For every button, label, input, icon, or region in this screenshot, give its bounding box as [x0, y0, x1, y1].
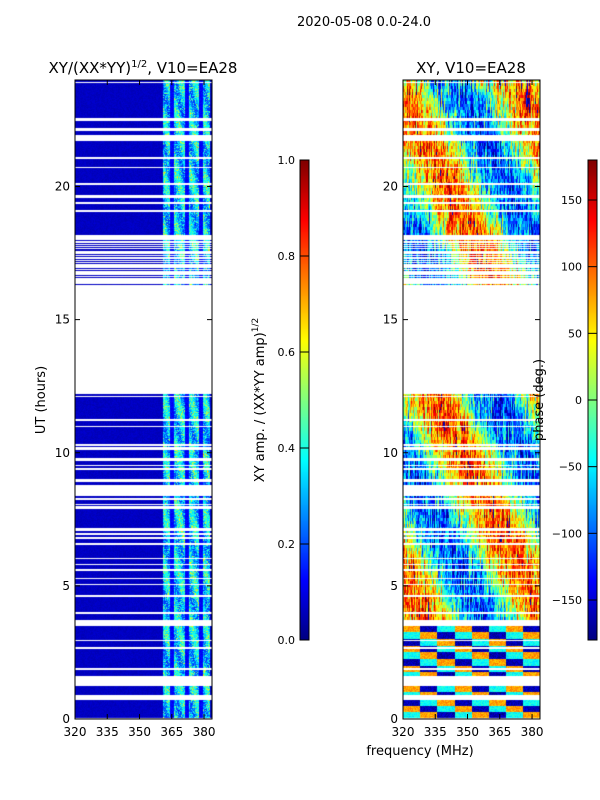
x-tick-label: 380: [193, 725, 216, 739]
y-tick-label: 5: [390, 579, 398, 593]
x-tick-label: 335: [96, 725, 119, 739]
colorbar-tick-label: 0: [575, 394, 582, 407]
y-tick-label: 20: [55, 180, 70, 194]
x-tick-label: 350: [456, 725, 479, 739]
x-tick-label: 320: [392, 725, 415, 739]
colorbar-tick-label: 1.0: [278, 154, 296, 167]
plot-frame: [402, 79, 541, 720]
colorbar-tick-label: 0.6: [278, 346, 296, 359]
x-tick-label: 320: [64, 725, 87, 739]
x-tick-label: 365: [160, 725, 183, 739]
colorbar-tick-label: −50: [559, 461, 582, 474]
colorbar-tick-label: 150: [561, 194, 582, 207]
right-plot-title: XY, V10=EA28: [416, 59, 526, 77]
x-tick-label: 380: [521, 725, 544, 739]
colorbar-tick-label: −100: [552, 527, 582, 540]
colorbar-tick-label: 0.8: [278, 250, 296, 263]
x-axis-label: frequency (MHz): [366, 744, 473, 759]
colorbar-tick-label: 0.0: [278, 634, 296, 647]
y-tick-label: 10: [55, 446, 70, 460]
amplitude-colorbar: [300, 160, 309, 640]
y-tick-label: 5: [62, 579, 70, 593]
y-tick-label: 0: [390, 712, 398, 726]
left-plot-title: XY/(XX*YY)1/2, V10=EA28: [49, 59, 238, 77]
colorbar-tick-label: 50: [568, 327, 582, 340]
x-tick-label: 335: [424, 725, 447, 739]
phase-heatmap: [403, 80, 540, 719]
colorbar-tick-label: 0.4: [278, 442, 296, 455]
y-tick-label: 15: [55, 313, 70, 327]
x-tick-label: 350: [128, 725, 151, 739]
x-tick-label: 365: [488, 725, 511, 739]
y-tick-label: 20: [383, 180, 398, 194]
amplitude-colorbar-label: XY amp. / (XX*YY amp)1/2: [251, 318, 268, 482]
colorbar-tick-label: 100: [561, 261, 582, 274]
y-tick-label: 15: [383, 313, 398, 327]
suptitle: 2020-05-08 0.0-24.0: [297, 15, 431, 30]
y-axis-label: UT (hours): [34, 366, 49, 434]
y-tick-label: 0: [62, 712, 70, 726]
colorbar-tick-label: 0.2: [278, 538, 296, 551]
colorbar-tick-label: −150: [552, 594, 582, 607]
amplitude-heatmap: [75, 80, 212, 719]
y-tick-label: 10: [383, 446, 398, 460]
plot-frame: [74, 79, 213, 720]
colorbar-frame: [299, 159, 310, 641]
